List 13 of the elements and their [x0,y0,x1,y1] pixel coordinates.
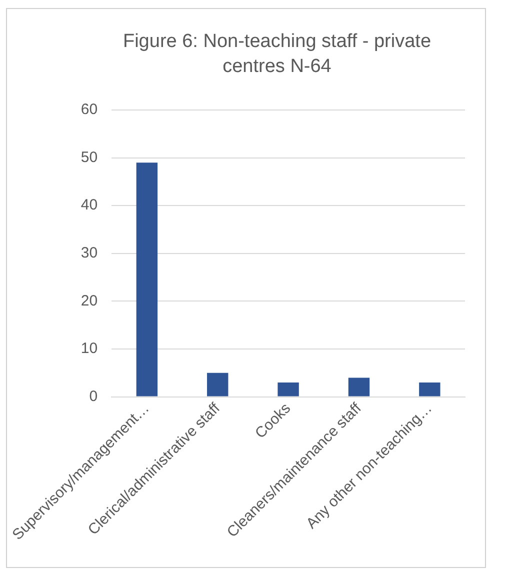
y-tick-label: 30 [80,244,98,262]
chart-title: Figure 6: Non-teaching staff - private centres N-64 [122,30,432,79]
y-tick-label: 40 [80,196,98,214]
bar [348,378,370,396]
y-tick-label: 20 [80,292,98,310]
y-tick-label: 50 [80,148,98,166]
y-tick-label: 0 [89,388,98,405]
bar [419,382,440,396]
bar [136,162,158,396]
y-tick-label: 10 [80,340,98,358]
bar [207,372,228,396]
bar [278,382,299,396]
y-tick-label: 60 [80,101,98,118]
